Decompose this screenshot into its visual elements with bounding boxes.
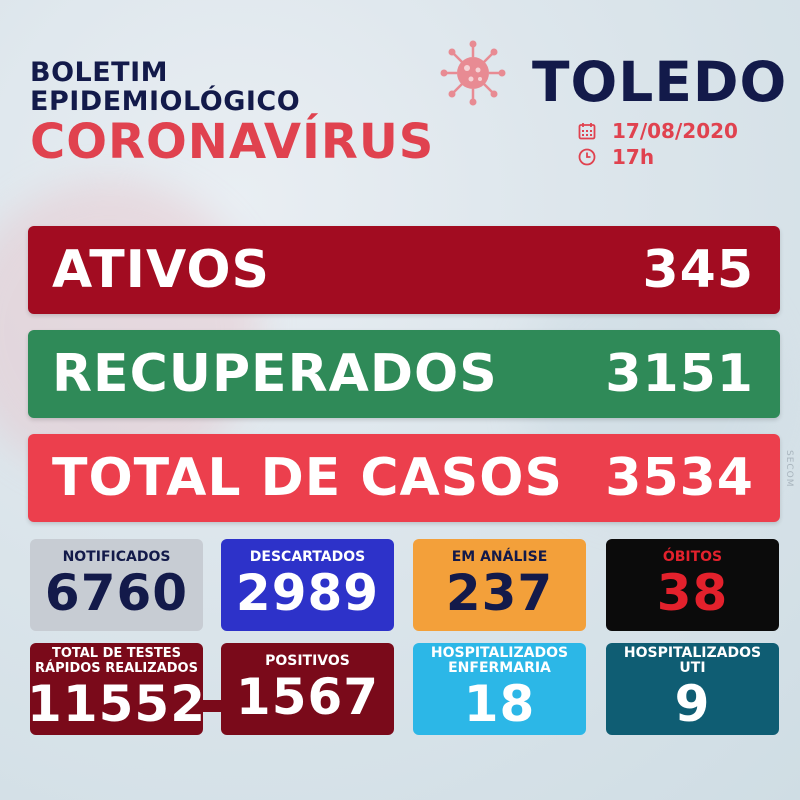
bulletin-datetime: 17/08/2020 17h (578, 118, 738, 170)
clock-icon (578, 148, 596, 166)
bulletin-time: 17h (612, 145, 655, 169)
ward-hospitalized-card: HOSPITALIZADOS ENFERMARIA 18 (413, 643, 586, 735)
total-cases-bar: TOTAL DE CASOS 3534 (28, 434, 780, 522)
active-cases-label: ATIVOS (52, 240, 271, 300)
notified-card: NOTIFICADOS 6760 (30, 539, 203, 631)
watermark: SECOM (784, 450, 794, 488)
icu-hospitalized-card: HOSPITALIZADOS UTI 9 (606, 643, 779, 735)
active-cases-bar: ATIVOS 345 (28, 226, 780, 314)
icu-hospitalized-value: 9 (674, 675, 711, 733)
rapid-tests-card: TOTAL DE TESTES RÁPIDOS REALIZADOS 11552 (27, 643, 206, 735)
positives-value: 1567 (235, 667, 380, 726)
positives-card: POSITIVOS 1567 (221, 643, 394, 735)
rapid-tests-label-1: TOTAL DE TESTES (51, 646, 182, 661)
under-analysis-value: 237 (445, 563, 554, 622)
discarded-card: DESCARTADOS 2989 (221, 539, 394, 631)
title-coronavirus: CORONAVÍRUS (30, 114, 435, 170)
recovered-value: 3151 (605, 344, 754, 404)
recovered-bar: RECUPERADOS 3151 (28, 330, 780, 418)
virus-icon (440, 40, 506, 106)
deaths-card: ÓBITOS 38 (606, 539, 779, 631)
discarded-value: 2989 (235, 563, 380, 622)
rapid-tests-value: 11552 (27, 675, 206, 733)
title-line-1: BOLETIM (30, 57, 169, 88)
positives-label: POSITIVOS (265, 652, 350, 669)
city-name: TOLEDO (532, 50, 788, 114)
bulletin-date: 17/08/2020 (612, 119, 738, 143)
ward-hospitalized-label-2: ENFERMARIA (448, 660, 551, 676)
card-connector (200, 700, 224, 712)
total-cases-label: TOTAL DE CASOS (52, 448, 563, 508)
rapid-tests-label-2: RÁPIDOS REALIZADOS (35, 661, 198, 676)
total-cases-value: 3534 (605, 448, 754, 508)
recovered-label: RECUPERADOS (52, 344, 498, 404)
calendar-icon (578, 123, 596, 140)
deaths-value: 38 (656, 563, 729, 622)
under-analysis-label: EM ANÁLISE (451, 548, 548, 565)
discarded-label: DESCARTADOS (249, 548, 366, 565)
bulletin-title: BOLETIM EPIDEMIOLÓGICO CORONAVÍRUS (30, 58, 434, 168)
icu-hospitalized-label-2: UTI (679, 660, 706, 676)
notified-label: NOTIFICADOS (62, 548, 171, 565)
title-line-2: EPIDEMIOLÓGICO (30, 86, 301, 117)
deaths-label: ÓBITOS (662, 548, 723, 565)
active-cases-value: 345 (642, 240, 754, 300)
icu-hospitalized-label-1: HOSPITALIZADOS (623, 645, 762, 661)
ward-hospitalized-label-1: HOSPITALIZADOS (430, 645, 569, 661)
ward-hospitalized-value: 18 (463, 675, 536, 733)
notified-value: 6760 (44, 563, 189, 622)
under-analysis-card: EM ANÁLISE 237 (413, 539, 586, 631)
